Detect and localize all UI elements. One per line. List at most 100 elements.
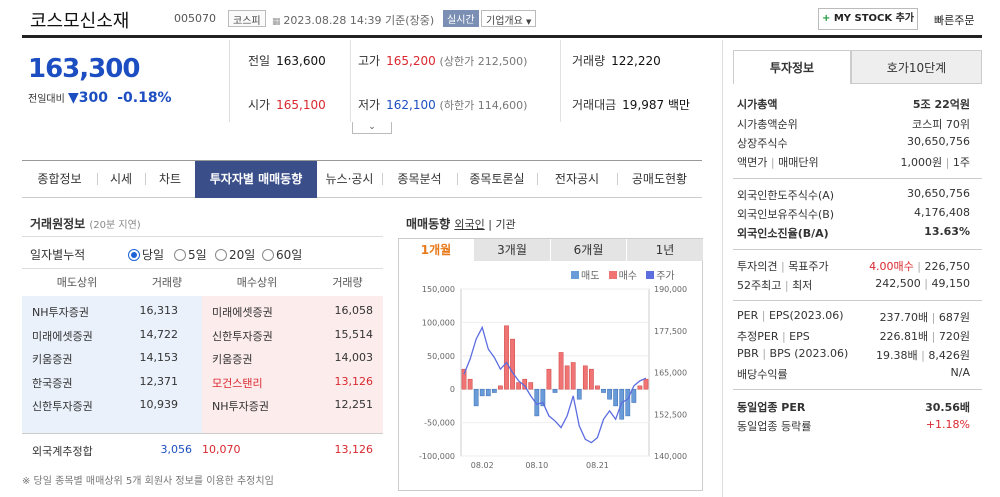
separator: | (928, 311, 939, 324)
div-value: N/A (951, 366, 970, 379)
buy-broker-name[interactable]: 모건스탠리 (212, 376, 263, 390)
low-label: 저가 (358, 98, 381, 112)
shares-label: 상장주식수 (737, 135, 788, 151)
tab-2[interactable]: 시세 (109, 172, 133, 186)
sell-bar (479, 388, 485, 397)
tab-6[interactable]: 종목분석 (397, 172, 442, 186)
amount-label: 거래대금 (572, 98, 617, 112)
sell-broker-name[interactable]: 신한투자증권 (32, 400, 93, 413)
opinion-label2: 목표주가 (788, 260, 829, 273)
mystock-add-button[interactable]: + MY STOCK 추가 (818, 8, 918, 30)
period-radio-3[interactable]: 20일 (215, 246, 255, 263)
pbr-label-text: PBR (737, 347, 759, 360)
tab-3[interactable]: 차트 (158, 172, 182, 186)
sell-bar (601, 388, 606, 393)
radio-circle[interactable] (174, 249, 186, 261)
div-value-text: N/A (950, 366, 970, 379)
radio-circle[interactable] (215, 249, 227, 261)
period-radio-4[interactable]: 60일 (262, 246, 302, 263)
change-value: 300 (78, 90, 109, 106)
divider (722, 40, 723, 497)
stock-code: 005070 (174, 12, 216, 25)
fratio-value-text: 13.63% (924, 225, 970, 238)
sell-bar (485, 388, 491, 397)
foreign-sell: 3,056 (160, 443, 193, 456)
chart-period-tab-2[interactable]: 3개월 (474, 239, 551, 261)
period-radio-1[interactable]: 당일 (128, 246, 164, 263)
buy-broker-name[interactable]: 미래에셋증권 (212, 306, 273, 319)
rank-label: 시가총액순위 (737, 116, 798, 132)
foreign-filter-link[interactable]: 외국인 (454, 218, 485, 231)
sell-broker-name[interactable]: 키움증권 (32, 353, 73, 366)
open-label: 시가 (248, 98, 271, 112)
y-left-tick: 0 (450, 385, 455, 394)
sell-broker-name[interactable]: 미래에셋증권 (32, 329, 93, 343)
buy-broker-name[interactable]: 신한투자증권 (212, 329, 273, 343)
w52-label2: 최저 (792, 279, 813, 292)
srate-value: +1.18% (926, 418, 970, 431)
sper-label-text: 동일업종 PER (737, 401, 806, 414)
chevron-down-icon: ▼ (526, 18, 532, 26)
y-right-tick: 177,500 (654, 327, 687, 336)
buy-bar (570, 362, 576, 390)
prev-close: 전일 163,600 (248, 52, 326, 69)
rank-value-text: 코스피 70위 (912, 118, 970, 131)
overview-dropdown[interactable]: 기업개요 ▼ (481, 10, 537, 27)
tab-orderbook[interactable]: 호가10단계 (851, 50, 982, 84)
stock-header: 코스모신소재 005070 코스피 ▦ 2023.08.28 14:39 기준(… (22, 0, 982, 38)
period-radio-2[interactable]: 5일 (174, 246, 207, 263)
chart-period-tab-3[interactable]: 6개월 (551, 239, 627, 261)
buy-bar (467, 378, 473, 390)
divider (733, 389, 982, 390)
radio-circle[interactable] (128, 249, 140, 261)
buy-bar (564, 365, 570, 390)
market-badge: 코스피 (228, 10, 266, 27)
inst-filter-link[interactable]: 기관 (495, 218, 516, 231)
tab-invest-info[interactable]: 투자정보 (733, 50, 851, 84)
tab-1[interactable]: 종합정보 (37, 172, 82, 186)
chart-period-tab-4[interactable]: 1년 (627, 239, 704, 261)
volume: 거래량 122,220 (572, 52, 661, 69)
mcap-label: 시가총액 (737, 96, 777, 112)
price-line (463, 325, 647, 444)
pbr-value: 19.38배 | 8,426원 (876, 347, 970, 363)
per-label: PER | EPS(2023.06) (737, 309, 844, 322)
tab-8[interactable]: 전자공시 (554, 172, 600, 186)
fhold-value: 4,176,408 (914, 206, 970, 219)
expand-toggle-button[interactable]: ⌄ (352, 122, 392, 134)
buy-broker-name[interactable]: NH투자증권 (212, 400, 269, 413)
y-right-tick: 165,000 (654, 369, 687, 378)
high-price: 고가 165,200 (상한가 212,500) (358, 52, 527, 69)
high-label: 고가 (358, 54, 381, 68)
buy-broker-name[interactable]: 키움증권 (212, 353, 253, 366)
par-value: 1,000원 | 1주 (901, 154, 970, 170)
tab-7[interactable]: 종목토론실 (469, 172, 525, 186)
quick-order-link[interactable]: 빠른주문 (934, 14, 975, 27)
eper-value: 226.81배 | 720원 (880, 328, 970, 344)
separator: | (758, 309, 769, 322)
separator: | (920, 277, 932, 290)
sell-broker-name[interactable]: NH투자증권 (32, 306, 89, 319)
separator: | (913, 260, 925, 273)
volume-label: 거래량 (572, 54, 606, 68)
buy-bar (510, 338, 515, 390)
chart-period-tab-1[interactable]: 1개월 (399, 239, 474, 261)
realtime-badge[interactable]: 실시간 (443, 10, 479, 27)
mystock-label: MY STOCK 추가 (833, 13, 915, 24)
foreign-buy: 10,070 (202, 443, 241, 456)
tab-5[interactable]: 뉴스·공시 (325, 172, 374, 186)
sell-broker-qty: 10,939 (139, 398, 179, 411)
srate-value-text: +1.18% (925, 418, 970, 431)
w52-value: 242,500 | 49,150 (875, 277, 970, 290)
mcap-label-text: 시가총액 (737, 98, 778, 111)
header-sell-vol: 거래량 (151, 276, 183, 289)
eper-label-text: 추정PER (737, 330, 779, 343)
radio-circle[interactable] (262, 249, 274, 261)
sell-broker-name[interactable]: 한국증권 (32, 376, 73, 390)
amount-value: 19,987 백만 (622, 98, 691, 112)
buy-bar (516, 382, 521, 390)
tab-9[interactable]: 공매도현황 (631, 172, 688, 186)
trade-title: 매매동향 외국인 | 기관 (406, 217, 516, 231)
tab-separator (457, 173, 458, 185)
tab-4[interactable]: 투자자별 매매동향 (195, 161, 317, 198)
